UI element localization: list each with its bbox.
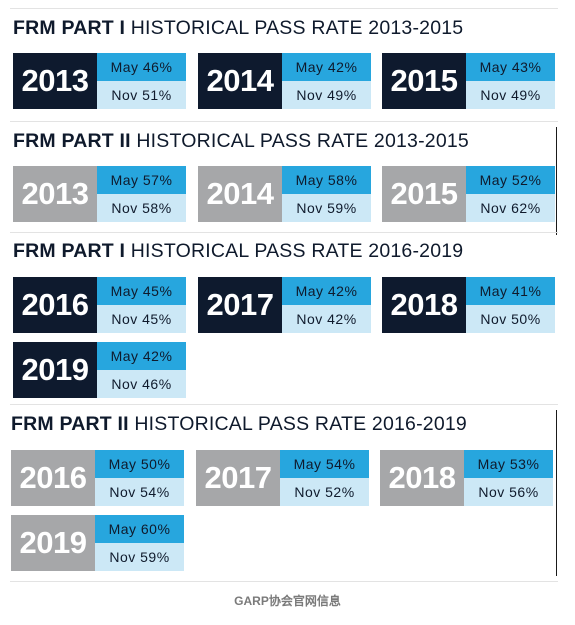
nov-pass-rate: Nov 50% (466, 305, 555, 333)
section-title-part2-2016-2019: FRM PART II HISTORICAL PASS RATE 2016-20… (11, 413, 467, 435)
year-label: 2017 (198, 277, 282, 333)
top-divider (10, 8, 558, 9)
nov-pass-rate: Nov 52% (280, 478, 369, 506)
pass-rate-card-2014: 2014 May 58% Nov 59% (198, 166, 371, 222)
section-title-part2-2013-2015: FRM PART II HISTORICAL PASS RATE 2013-20… (13, 130, 469, 152)
may-pass-rate: May 43% (466, 53, 555, 81)
pass-rate-card-2013: 2013 May 46% Nov 51% (13, 53, 186, 109)
year-label: 2013 (13, 53, 97, 109)
year-label: 2014 (198, 53, 282, 109)
pass-rate-card-2018: 2018 May 53% Nov 56% (380, 450, 553, 506)
year-label: 2017 (196, 450, 280, 506)
may-pass-rate: May 46% (97, 53, 186, 81)
year-label: 2015 (382, 53, 466, 109)
bottom-divider (10, 581, 558, 582)
may-pass-rate: May 41% (466, 277, 555, 305)
nov-pass-rate: Nov 49% (466, 81, 555, 109)
may-pass-rate: May 50% (95, 450, 184, 478)
source-caption: GARP协会官网信息 (234, 594, 341, 608)
may-pass-rate: May 58% (282, 166, 371, 194)
pass-rate-card-2013: 2013 May 57% Nov 58% (13, 166, 186, 222)
nov-pass-rate: Nov 51% (97, 81, 186, 109)
year-label: 2018 (382, 277, 466, 333)
may-pass-rate: May 42% (282, 53, 371, 81)
year-label: 2019 (11, 515, 95, 571)
may-pass-rate: May 60% (95, 515, 184, 543)
may-pass-rate: May 42% (282, 277, 371, 305)
pass-rate-card-2019: 2019 May 42% Nov 46% (13, 342, 186, 398)
year-label: 2015 (382, 166, 466, 222)
nov-pass-rate: Nov 59% (282, 194, 371, 222)
vertical-rule (556, 410, 557, 576)
section-divider (10, 232, 558, 233)
nov-pass-rate: Nov 49% (282, 81, 371, 109)
pass-rate-card-2017: 2017 May 54% Nov 52% (196, 450, 369, 506)
may-pass-rate: May 54% (280, 450, 369, 478)
nov-pass-rate: Nov 56% (464, 478, 553, 506)
may-pass-rate: May 42% (97, 342, 186, 370)
pass-rate-card-2016: 2016 May 45% Nov 45% (13, 277, 186, 333)
nov-pass-rate: Nov 54% (95, 478, 184, 506)
section-divider (10, 121, 558, 122)
may-pass-rate: May 52% (466, 166, 555, 194)
nov-pass-rate: Nov 59% (95, 543, 184, 571)
pass-rate-card-2018: 2018 May 41% Nov 50% (382, 277, 555, 333)
year-label: 2016 (11, 450, 95, 506)
may-pass-rate: May 57% (97, 166, 186, 194)
nov-pass-rate: Nov 58% (97, 194, 186, 222)
pass-rate-card-2014: 2014 May 42% Nov 49% (198, 53, 371, 109)
nov-pass-rate: Nov 46% (97, 370, 186, 398)
nov-pass-rate: Nov 42% (282, 305, 371, 333)
nov-pass-rate: Nov 62% (466, 194, 555, 222)
may-pass-rate: May 53% (464, 450, 553, 478)
section-title-part1-2016-2019: FRM PART I HISTORICAL PASS RATE 2016-201… (13, 240, 464, 262)
pass-rate-card-2015: 2015 May 52% Nov 62% (382, 166, 555, 222)
year-label: 2016 (13, 277, 97, 333)
year-label: 2014 (198, 166, 282, 222)
pass-rate-card-2017: 2017 May 42% Nov 42% (198, 277, 371, 333)
pass-rate-card-2019: 2019 May 60% Nov 59% (11, 515, 184, 571)
year-label: 2013 (13, 166, 97, 222)
vertical-rule (556, 127, 557, 235)
year-label: 2018 (380, 450, 464, 506)
section-title-part1-2013-2015: FRM PART I HISTORICAL PASS RATE 2013-201… (13, 17, 464, 39)
pass-rate-card-2015: 2015 May 43% Nov 49% (382, 53, 555, 109)
year-label: 2019 (13, 342, 97, 398)
may-pass-rate: May 45% (97, 277, 186, 305)
nov-pass-rate: Nov 45% (97, 305, 186, 333)
pass-rate-card-2016: 2016 May 50% Nov 54% (11, 450, 184, 506)
section-divider (10, 404, 558, 405)
